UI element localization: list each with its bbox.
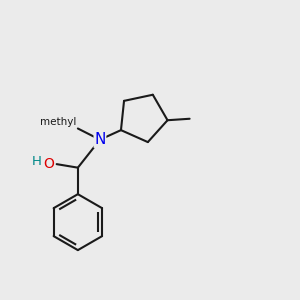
Text: H: H	[32, 155, 41, 168]
Text: O: O	[44, 157, 54, 171]
Text: N: N	[94, 132, 106, 147]
Text: methyl: methyl	[40, 117, 76, 127]
